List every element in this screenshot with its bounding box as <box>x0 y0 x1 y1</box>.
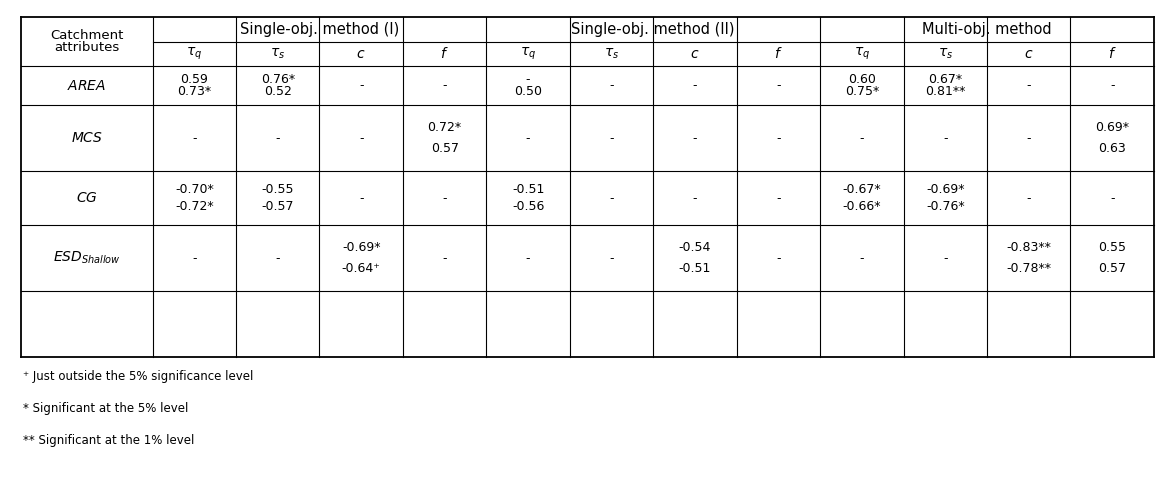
Text: $c$: $c$ <box>1023 47 1033 61</box>
Text: -: - <box>777 192 780 205</box>
Text: 0.75*: 0.75* <box>845 86 879 98</box>
Text: 0.81**: 0.81** <box>925 86 966 98</box>
Text: -: - <box>442 252 446 265</box>
Text: -: - <box>944 132 947 145</box>
Text: -: - <box>1027 79 1030 92</box>
Text: $f$: $f$ <box>441 46 449 62</box>
Text: -: - <box>610 192 613 205</box>
Text: 0.73*: 0.73* <box>177 86 211 98</box>
Text: -: - <box>610 252 613 265</box>
Text: -0.78**: -0.78** <box>1006 262 1052 275</box>
Text: $AREA$: $AREA$ <box>67 79 107 92</box>
Text: $ESD_{\mathit{Shallow}}$: $ESD_{\mathit{Shallow}}$ <box>53 250 121 267</box>
Text: $c$: $c$ <box>690 47 699 61</box>
Text: -: - <box>777 252 780 265</box>
Text: Single-obj. method (II): Single-obj. method (II) <box>571 22 736 37</box>
Text: -0.69*: -0.69* <box>926 183 965 196</box>
Text: $f$: $f$ <box>1108 46 1116 62</box>
Text: -0.64⁺: -0.64⁺ <box>342 262 381 275</box>
Text: -: - <box>610 79 613 92</box>
Text: $MCS$: $MCS$ <box>70 131 103 145</box>
Text: * Significant at the 5% level: * Significant at the 5% level <box>24 402 189 415</box>
Text: -0.83**: -0.83** <box>1006 241 1052 254</box>
Text: -0.57: -0.57 <box>262 200 294 214</box>
Text: -: - <box>192 132 196 145</box>
Text: $\tau_q$: $\tau_q$ <box>186 46 202 62</box>
Text: -: - <box>192 252 196 265</box>
Text: Single-obj. method (I): Single-obj. method (I) <box>240 22 400 37</box>
Text: -0.76*: -0.76* <box>926 200 965 214</box>
Text: -: - <box>358 192 363 205</box>
Text: -0.72*: -0.72* <box>175 200 214 214</box>
Text: $c$: $c$ <box>356 47 365 61</box>
Text: 0.55: 0.55 <box>1099 241 1126 254</box>
Text: 0.63: 0.63 <box>1099 142 1126 155</box>
Text: $\tau_q$: $\tau_q$ <box>521 46 536 62</box>
Text: ** Significant at the 1% level: ** Significant at the 1% level <box>24 434 195 447</box>
Text: attributes: attributes <box>54 41 120 54</box>
Text: -0.70*: -0.70* <box>175 183 214 196</box>
Text: $f$: $f$ <box>774 46 783 62</box>
Text: 0.52: 0.52 <box>264 86 291 98</box>
Text: -: - <box>358 132 363 145</box>
Text: 0.50: 0.50 <box>515 86 542 98</box>
Text: -0.54: -0.54 <box>679 241 711 254</box>
Text: -0.51: -0.51 <box>512 183 544 196</box>
Text: -: - <box>442 192 446 205</box>
Text: $\tau_s$: $\tau_s$ <box>938 47 953 61</box>
Text: -0.67*: -0.67* <box>842 183 881 196</box>
Text: -: - <box>1027 192 1030 205</box>
Text: -: - <box>693 192 697 205</box>
Text: -: - <box>1027 132 1030 145</box>
Text: -: - <box>610 132 613 145</box>
Text: -0.69*: -0.69* <box>342 241 381 254</box>
Text: -: - <box>860 132 864 145</box>
Text: -0.55: -0.55 <box>262 183 294 196</box>
Text: $\tau_s$: $\tau_s$ <box>604 47 619 61</box>
Text: $\tau_q$: $\tau_q$ <box>854 46 870 62</box>
Text: -: - <box>1110 192 1114 205</box>
Text: -: - <box>944 252 947 265</box>
Text: -0.56: -0.56 <box>512 200 544 214</box>
Text: -: - <box>275 252 280 265</box>
Text: -: - <box>526 132 530 145</box>
Text: -: - <box>693 79 697 92</box>
Text: -: - <box>442 79 446 92</box>
Text: $\tau_s$: $\tau_s$ <box>270 47 286 61</box>
Text: ⁺ Just outside the 5% significance level: ⁺ Just outside the 5% significance level <box>24 370 254 383</box>
Text: -: - <box>275 132 280 145</box>
Text: Catchment: Catchment <box>51 29 123 42</box>
Text: 0.57: 0.57 <box>1099 262 1126 275</box>
Text: -: - <box>777 132 780 145</box>
Text: -: - <box>860 252 864 265</box>
Text: $CG$: $CG$ <box>76 191 98 205</box>
Text: 0.76*: 0.76* <box>261 73 295 86</box>
Text: -: - <box>526 73 530 86</box>
Text: 0.69*: 0.69* <box>1095 121 1129 134</box>
Text: 0.67*: 0.67* <box>928 73 962 86</box>
Text: -: - <box>1110 79 1114 92</box>
Text: 0.72*: 0.72* <box>428 121 462 134</box>
Text: -: - <box>358 79 363 92</box>
Text: Multi-obj. method: Multi-obj. method <box>922 22 1052 37</box>
Text: -0.66*: -0.66* <box>842 200 881 214</box>
Text: 0.57: 0.57 <box>430 142 458 155</box>
Text: -: - <box>693 132 697 145</box>
Text: -: - <box>777 79 780 92</box>
Text: -: - <box>526 252 530 265</box>
Text: 0.59: 0.59 <box>181 73 208 86</box>
Text: -0.51: -0.51 <box>679 262 711 275</box>
Text: 0.60: 0.60 <box>848 73 875 86</box>
